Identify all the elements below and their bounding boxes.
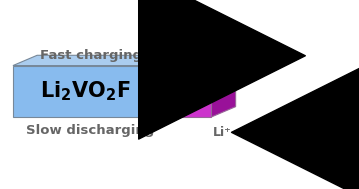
Text: $\mathbf{LiF}$: $\mathbf{LiF}$ xyxy=(169,82,200,100)
Polygon shape xyxy=(211,55,236,117)
Polygon shape xyxy=(158,55,236,66)
Polygon shape xyxy=(13,55,182,66)
Text: Slow discharging: Slow discharging xyxy=(27,124,155,137)
Text: Li⁺: Li⁺ xyxy=(213,49,232,62)
Polygon shape xyxy=(13,66,158,117)
Text: $\mathbf{Li_2VO_2F}$: $\mathbf{Li_2VO_2F}$ xyxy=(40,79,131,103)
Text: Fast charging: Fast charging xyxy=(39,49,141,62)
Text: Li⁺: Li⁺ xyxy=(213,126,232,139)
Polygon shape xyxy=(158,66,211,117)
